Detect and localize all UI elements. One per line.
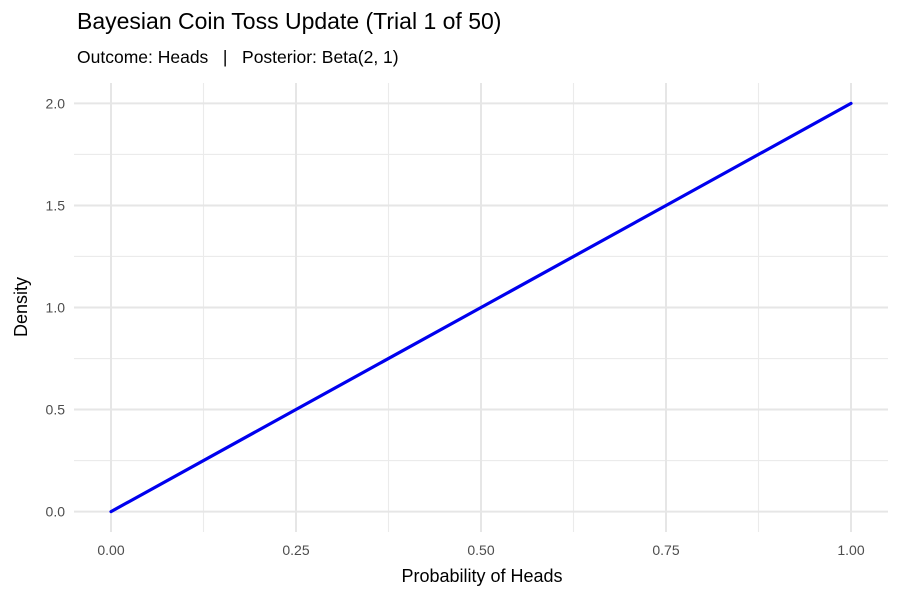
- x-axis-label: Probability of Heads: [401, 566, 562, 586]
- tick-labels: 0.00 0.25 0.50 0.75 1.00 0.0 0.5 1.0 1.5 2.0: [46, 95, 865, 558]
- x-tick-label: 0.50: [467, 542, 494, 558]
- chart-title: Bayesian Coin Toss Update (Trial 1 of 50…: [77, 8, 502, 34]
- y-axis-label: Density: [11, 277, 31, 337]
- x-tick-label: 0.00: [97, 542, 124, 558]
- y-tick-label: 2.0: [46, 95, 66, 111]
- chart-subtitle: Outcome: Heads | Posterior: Beta(2, 1): [77, 47, 399, 67]
- y-tick-label: 1.5: [46, 197, 66, 213]
- series-layer: [109, 101, 853, 514]
- y-tick-label: 1.0: [46, 300, 66, 316]
- x-tick-label: 0.25: [282, 542, 309, 558]
- posterior-density-line: [109, 101, 853, 514]
- y-tick-label: 0.5: [46, 402, 66, 418]
- major-gridlines: [74, 83, 888, 532]
- y-tick-label: 0.0: [46, 504, 66, 520]
- x-tick-label: 1.00: [837, 542, 864, 558]
- x-tick-label: 0.75: [652, 542, 679, 558]
